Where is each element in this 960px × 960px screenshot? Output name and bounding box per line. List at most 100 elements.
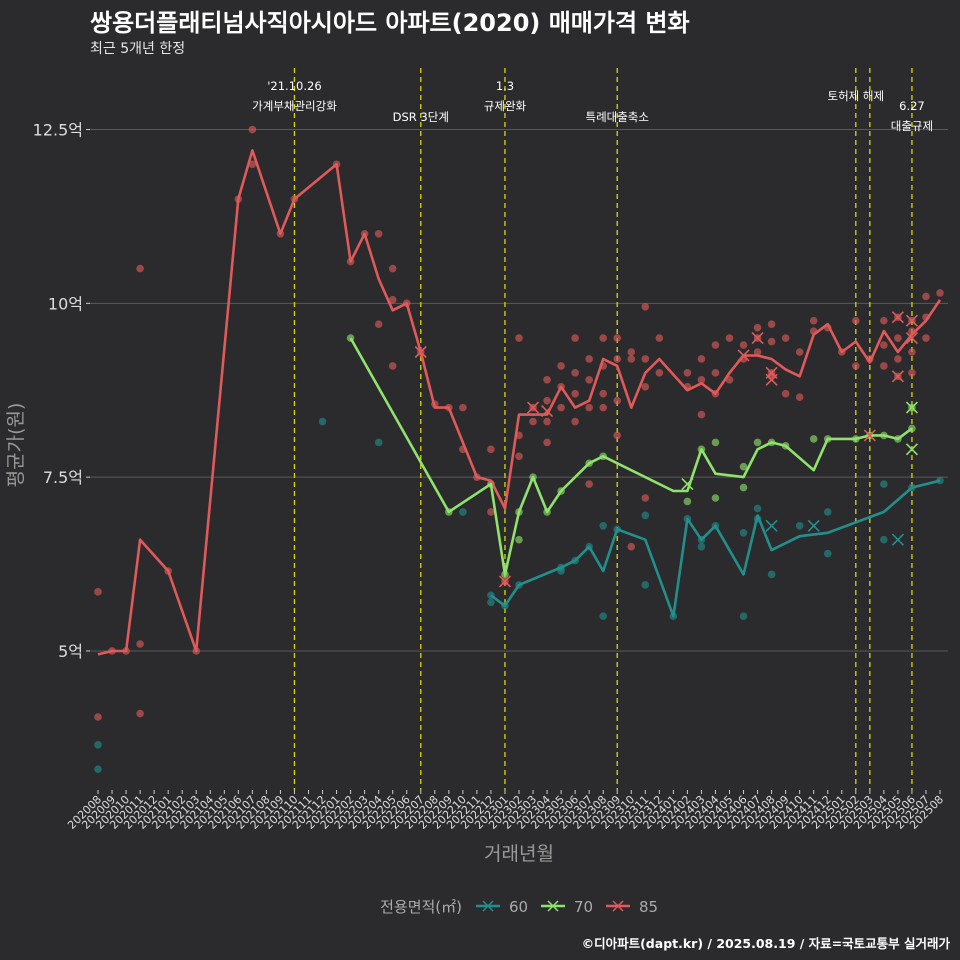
cancelled-marker-85 xyxy=(905,332,918,345)
data-point-85 xyxy=(136,640,144,648)
data-point-60 xyxy=(823,508,832,516)
data-point-85 xyxy=(515,334,523,342)
data-point-85 xyxy=(585,355,593,363)
data-point-70 xyxy=(753,438,762,447)
data-point-85 xyxy=(781,334,790,342)
data-point-85 xyxy=(388,296,397,304)
y-tick-label: 7.5억 xyxy=(43,468,83,487)
cancelled-marker-85 xyxy=(541,405,554,418)
data-point-85 xyxy=(655,334,664,342)
legend-marker-85 xyxy=(612,900,624,912)
data-point-85 xyxy=(571,369,579,377)
data-point-85 xyxy=(388,362,397,370)
data-point-85 xyxy=(557,403,565,412)
data-point-85 xyxy=(852,316,860,325)
cancelled-marker-70 xyxy=(681,478,694,491)
y-tick-label: 12.5억 xyxy=(33,121,83,140)
data-point-85 xyxy=(599,334,607,342)
data-point-85 xyxy=(641,303,650,311)
data-point-60 xyxy=(374,438,383,447)
data-point-60 xyxy=(459,508,467,516)
data-point-85 xyxy=(711,341,720,349)
data-point-70 xyxy=(739,462,748,471)
data-point-70 xyxy=(683,497,692,506)
data-point-85 xyxy=(515,452,523,461)
cancelled-marker-85 xyxy=(498,575,512,588)
data-point-85 xyxy=(487,445,495,454)
cancelled-marker-60 xyxy=(765,519,778,532)
data-point-85 xyxy=(795,348,804,356)
data-point-85 xyxy=(585,403,593,412)
series-line-70 xyxy=(349,337,913,576)
data-point-85 xyxy=(641,494,650,502)
data-point-70 xyxy=(515,535,523,544)
data-point-85 xyxy=(627,355,636,363)
data-point-60 xyxy=(599,612,607,620)
legend-label-85: 85 xyxy=(639,898,658,916)
data-point-85 xyxy=(543,396,551,405)
data-point-60 xyxy=(739,528,748,537)
series-line-60 xyxy=(490,479,941,618)
data-point-85 xyxy=(697,376,706,384)
data-point-85 xyxy=(627,348,636,356)
cancelled-marker-85 xyxy=(891,370,904,383)
data-point-85 xyxy=(697,410,706,419)
x-axis-title: 거래년월 xyxy=(484,843,554,865)
data-point-85 xyxy=(374,230,383,238)
event-label: 1.3 xyxy=(496,79,514,93)
data-point-60 xyxy=(767,570,776,579)
data-point-60 xyxy=(880,535,888,544)
data-point-85 xyxy=(388,264,397,273)
legend-label-60: 60 xyxy=(509,898,528,916)
data-point-85 xyxy=(613,431,622,440)
data-point-85 xyxy=(374,320,383,328)
data-point-85 xyxy=(543,438,551,447)
data-point-85 xyxy=(922,334,930,342)
data-point-85 xyxy=(613,396,622,405)
data-point-85 xyxy=(599,403,607,412)
data-point-70 xyxy=(809,435,818,443)
data-point-85 xyxy=(136,709,144,718)
data-point-85 xyxy=(753,323,762,332)
event-label: 대출규제 xyxy=(891,119,933,133)
data-point-85 xyxy=(936,289,944,297)
cancelled-marker-85 xyxy=(891,311,904,324)
data-point-85 xyxy=(94,588,102,596)
data-point-85 xyxy=(711,369,720,377)
cancelled-marker-70 xyxy=(905,443,918,456)
data-point-60 xyxy=(641,581,650,589)
data-point-85 xyxy=(641,355,650,363)
data-point-85 xyxy=(725,334,734,342)
source-caption: ©디아파트(dapt.kr) / 2025.08.19 / 자료=국토교통부 실… xyxy=(581,936,950,951)
data-point-85 xyxy=(543,417,551,426)
data-point-85 xyxy=(908,348,916,356)
data-point-85 xyxy=(894,334,902,342)
data-point-85 xyxy=(641,382,650,391)
data-point-85 xyxy=(543,376,551,384)
data-point-70 xyxy=(739,483,748,492)
data-point-85 xyxy=(571,389,579,398)
y-axis-title: 평균가(원) xyxy=(5,403,27,488)
data-point-85 xyxy=(585,480,593,488)
data-point-85 xyxy=(781,389,790,398)
data-point-85 xyxy=(627,542,636,551)
y-tick-label: 5억 xyxy=(58,642,83,661)
data-point-85 xyxy=(487,508,495,516)
series-line-85 xyxy=(97,149,942,656)
cancelled-marker-70 xyxy=(905,401,918,414)
legend-marker-60 xyxy=(482,900,494,912)
data-point-85 xyxy=(908,369,916,377)
data-point-60 xyxy=(823,549,832,558)
data-point-85 xyxy=(880,316,888,325)
data-point-60 xyxy=(795,522,804,530)
data-point-60 xyxy=(753,504,762,513)
data-point-60 xyxy=(641,511,650,520)
y-tick-label: 10억 xyxy=(48,294,83,313)
event-label: 가계부채관리강화 xyxy=(252,99,337,113)
data-point-85 xyxy=(795,393,804,401)
data-point-85 xyxy=(767,337,776,346)
cancelled-marker-85 xyxy=(905,314,918,327)
data-point-60 xyxy=(697,542,706,551)
data-point-85 xyxy=(248,125,257,134)
